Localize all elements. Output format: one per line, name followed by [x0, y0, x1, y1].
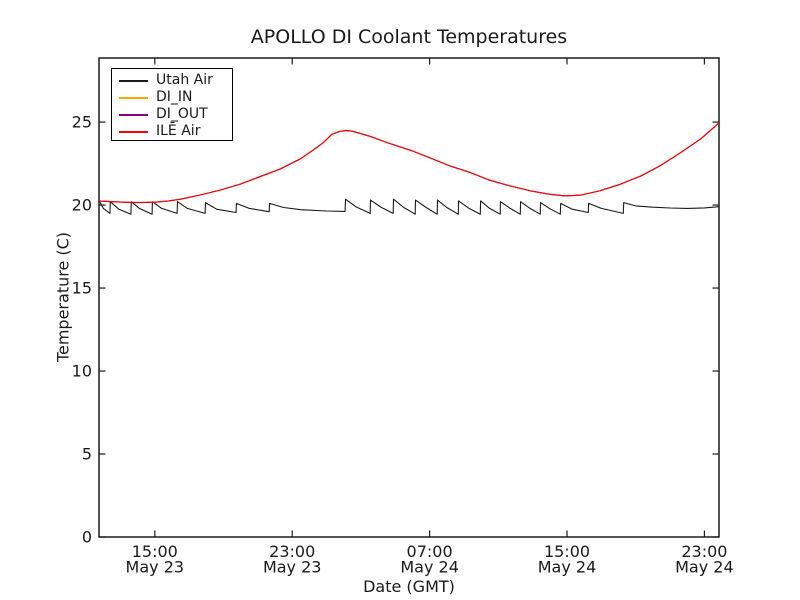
axes-frame: [98, 57, 720, 538]
x-tick-label-time: 23:00: [681, 542, 727, 561]
legend-item-ile-air: ILĒ Air: [119, 123, 232, 140]
x-tick-label-date: May 24: [675, 558, 734, 577]
x-tick-label-date: May 24: [538, 558, 597, 577]
y-tick-label: 25: [72, 113, 92, 132]
legend-line-sample-utah-air: [119, 79, 148, 82]
legend-label-di-out: DI_OUT: [156, 106, 208, 122]
y-tick-label: 0: [82, 528, 92, 547]
x-tick-label-time: 15:00: [544, 542, 590, 561]
x-tick-label-time: 07:00: [407, 542, 453, 561]
x-tick-label-time: 15:00: [132, 542, 178, 561]
series-line-utah-air: [98, 198, 720, 215]
x-axis-label: Date (GMT): [363, 577, 455, 596]
legend-item-di-in: DI_IN: [119, 89, 232, 106]
legend-item-di-out: DI_OUT: [119, 106, 232, 123]
legend-line-sample-di-in: [119, 96, 148, 99]
legend: Utah Air DI_IN DI_OUT ILĒ Air: [111, 68, 233, 141]
legend-item-utah-air: Utah Air: [119, 72, 232, 89]
chart-title: APOLLO DI Coolant Temperatures: [250, 26, 568, 48]
y-axis-label-text: Temperature (C): [53, 231, 73, 363]
legend-label-ile-air: ILĒ Air: [156, 123, 201, 139]
legend-line-sample-ile-air: [119, 130, 148, 133]
y-tick-label: 20: [72, 196, 92, 215]
x-tick-label-date: May 23: [126, 558, 185, 577]
x-tick-label-date: May 24: [400, 558, 459, 577]
legend-label-di-in: DI_IN: [156, 89, 193, 105]
y-tick-label: 15: [72, 279, 92, 298]
x-tick-label-date: May 23: [263, 558, 322, 577]
legend-label-utah-air: Utah Air: [156, 72, 213, 88]
y-tick-label: 10: [72, 362, 92, 381]
legend-line-sample-di-out: [119, 113, 148, 116]
series-line-il-air: [98, 122, 720, 204]
y-tick-label: 5: [82, 445, 92, 464]
x-tick-label-time: 23:00: [269, 542, 315, 561]
